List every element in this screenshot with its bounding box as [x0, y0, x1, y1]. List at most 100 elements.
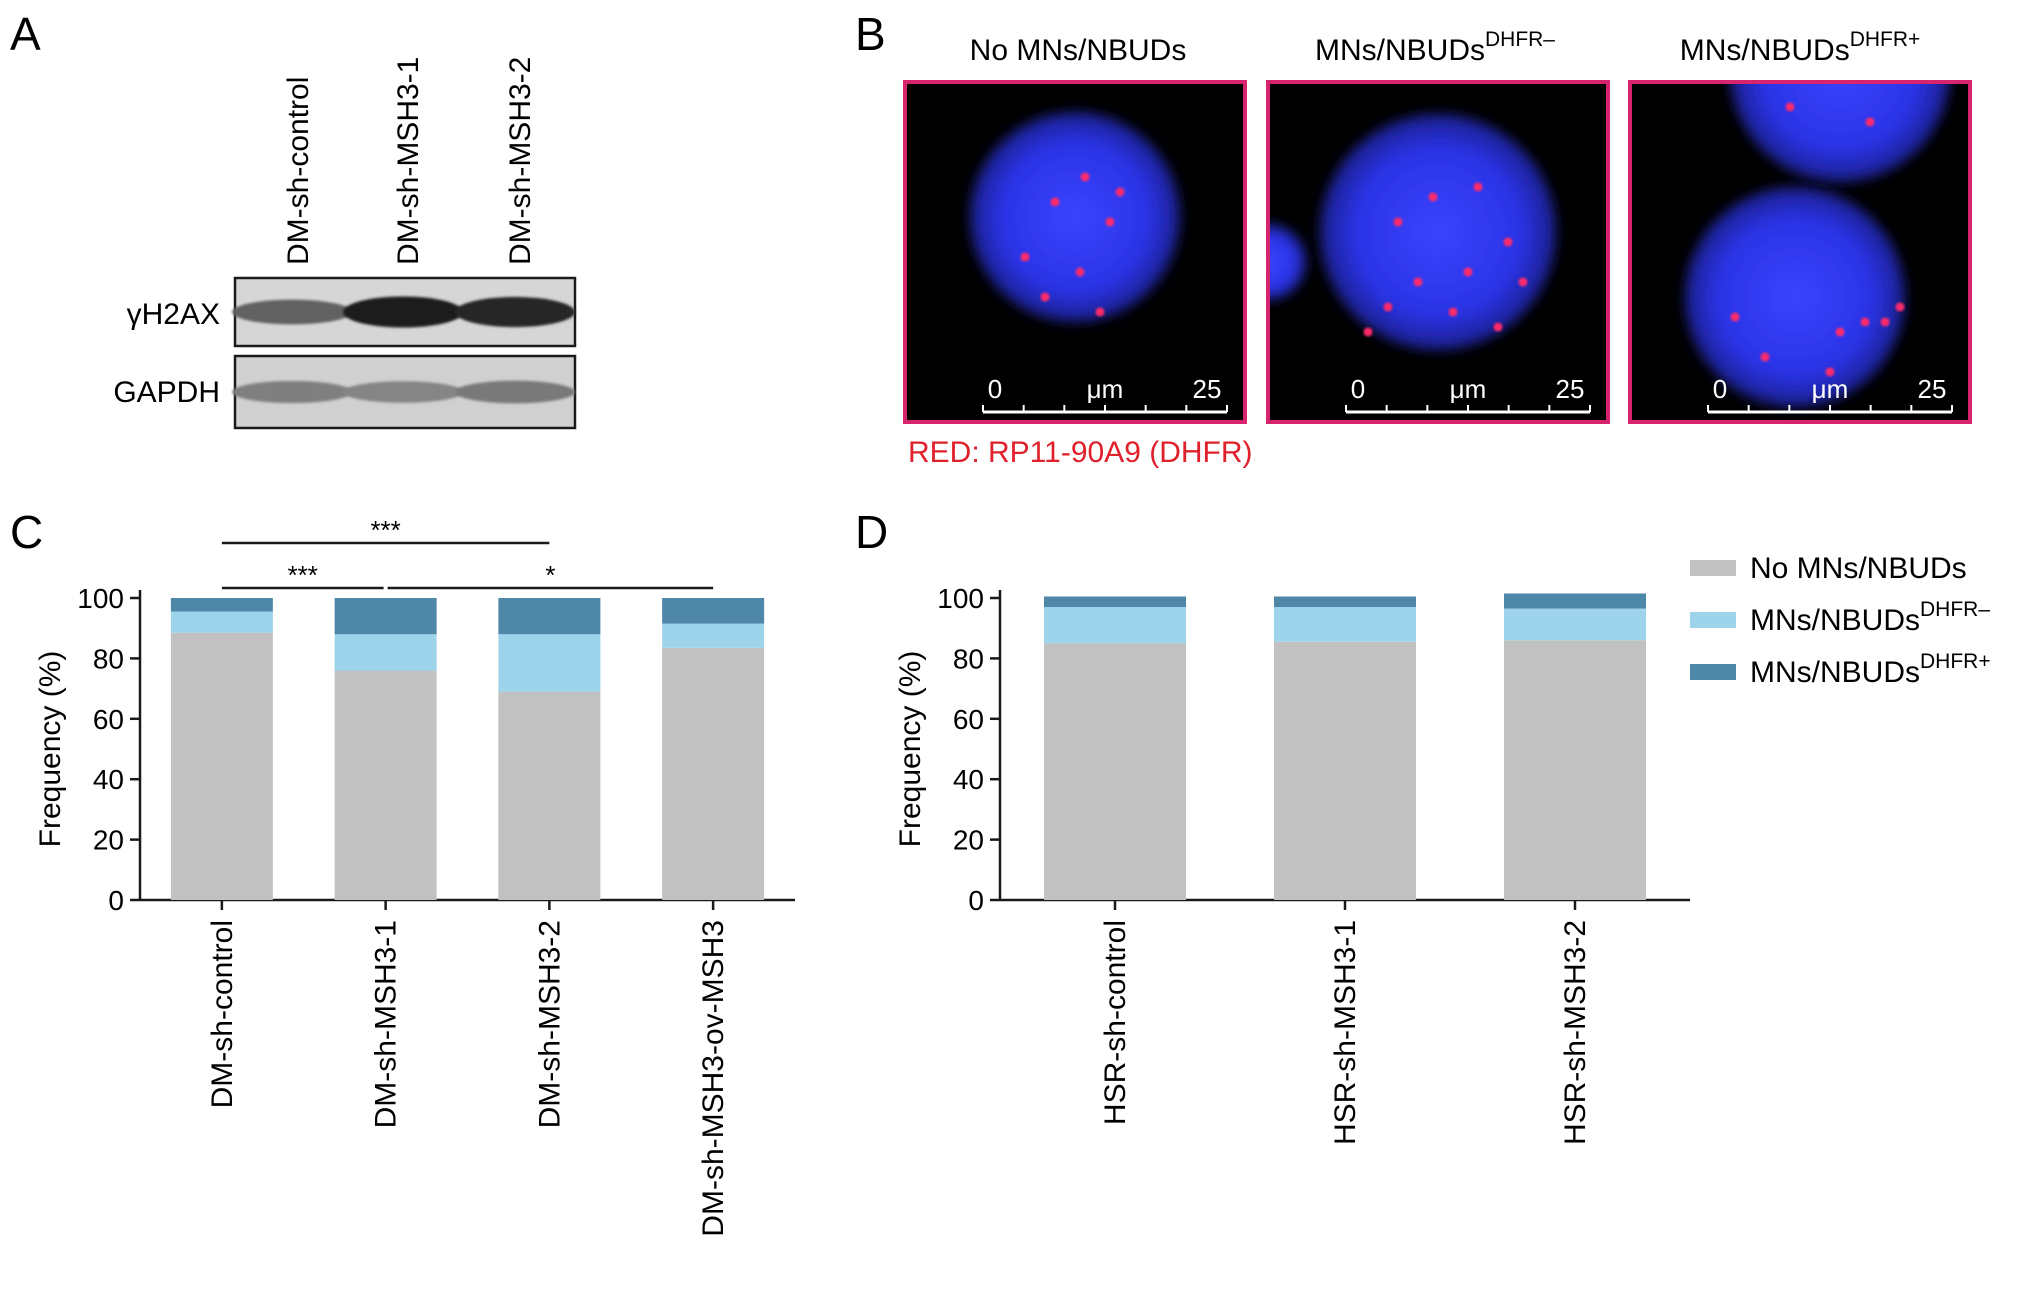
- probe-signal: [1413, 277, 1423, 287]
- chart-c: 0 20 40 60 80 100 Frequency (%) DM-sh-control DM…: [34, 515, 795, 1237]
- bar-segment: [498, 634, 601, 692]
- nucleus: [1685, 187, 1905, 407]
- bar-segment: [1504, 640, 1646, 900]
- blot-bands-gapdh: [232, 380, 575, 404]
- probe-signal: [1825, 367, 1835, 377]
- legend-label: MNs/NBUDsDHFR+: [1750, 650, 1991, 689]
- legend-label-text: MNs/NBUDs: [1750, 656, 1920, 689]
- lane-label: DM-sh-MSH3-1: [392, 57, 425, 265]
- nucleus: [970, 112, 1180, 322]
- bar-segment: [1044, 643, 1186, 900]
- microscopy-panel: No MNs/NBUDs MNs/NBUDsDHFR– MNs/NBUDsDHF…: [903, 28, 1972, 469]
- significance-label: *: [545, 560, 555, 590]
- probe-signal: [1428, 192, 1438, 202]
- legend-label-sup: DHFR–: [1920, 598, 1990, 621]
- y-tick-label: 80: [953, 643, 984, 674]
- blot-band: [232, 380, 352, 404]
- microscopy-image: 0 μm 25: [1266, 80, 1610, 424]
- bar-segment: [498, 691, 601, 900]
- bar-segment: [170, 632, 273, 900]
- x-tick-label: HSR-sh-MSH3-2: [1559, 920, 1592, 1145]
- probe-signal: [1835, 327, 1845, 337]
- nucleus: [1320, 114, 1556, 350]
- scale-label-start: 0: [1713, 374, 1727, 404]
- x-tick-label: DM-sh-MSH3-ov-MSH3: [697, 920, 730, 1237]
- image-frame: [1266, 80, 1610, 424]
- image-content: [970, 112, 1180, 322]
- bar-segment: [170, 598, 273, 612]
- probe-signal: [1050, 197, 1060, 207]
- panel-letter-b: B: [855, 8, 886, 60]
- probe-signal: [1865, 117, 1875, 127]
- bar-segment: [334, 634, 437, 671]
- nucleus: [1730, 82, 1950, 182]
- y-axis-label: Frequency (%): [894, 651, 927, 848]
- significance-label: ***: [288, 560, 318, 590]
- probe-signal: [1363, 327, 1373, 337]
- image-content: [1268, 114, 1556, 350]
- bar-segment: [662, 623, 765, 648]
- y-tick-label: 0: [108, 885, 124, 916]
- probe-signal: [1518, 277, 1528, 287]
- probe-signal: [1393, 217, 1403, 227]
- x-tick-label: DM-sh-control: [206, 920, 239, 1108]
- western-blot-panel: DM-sh-control DM-sh-MSH3-1 DM-sh-MSH3-2 …: [113, 57, 577, 430]
- probe-signal: [1448, 307, 1458, 317]
- image-title: MNs/NBUDsDHFR+: [1680, 28, 1921, 67]
- bar-segment: [170, 611, 273, 633]
- scale-label-end: 25: [1556, 374, 1585, 404]
- probe-signal: [1860, 317, 1870, 327]
- significance-label: ***: [370, 515, 400, 545]
- probe-signal: [1040, 292, 1050, 302]
- y-tick-label: 60: [953, 704, 984, 735]
- probe-signal: [1760, 352, 1770, 362]
- legend-swatch: [1690, 664, 1736, 680]
- image-frame: [903, 80, 1247, 424]
- probe-signal: [1463, 267, 1473, 277]
- legend-label-sup: DHFR+: [1920, 650, 1991, 673]
- image-title: MNs/NBUDsDHFR–: [1315, 28, 1555, 67]
- y-tick-label: 20: [93, 825, 124, 856]
- x-tick-label: DM-sh-MSH3-1: [370, 920, 403, 1128]
- scale-label-unit: μm: [1087, 374, 1124, 404]
- panel-letter-a: A: [10, 8, 41, 60]
- probe-signal: [1383, 302, 1393, 312]
- probe-signal: [1080, 172, 1090, 182]
- probe-signal: [1105, 217, 1115, 227]
- legend-swatch: [1690, 612, 1736, 628]
- x-tick-label: DM-sh-MSH3-2: [533, 920, 566, 1128]
- probe-signal: [1785, 102, 1795, 112]
- legend-label: MNs/NBUDsDHFR–: [1750, 598, 1990, 637]
- image-frame: [1628, 80, 1972, 424]
- scale-label-end: 25: [1918, 374, 1947, 404]
- y-tick-label: 60: [93, 704, 124, 735]
- probe-signal: [1895, 302, 1905, 312]
- bar-segment: [1274, 607, 1416, 642]
- y-axis-label: Frequency (%): [34, 651, 67, 848]
- lane-label: DM-sh-control: [282, 77, 315, 265]
- blot-band: [343, 381, 463, 403]
- bar-segment: [334, 670, 437, 900]
- bar-segment: [334, 598, 437, 635]
- probe-signal: [1095, 307, 1105, 317]
- bar-segment: [1274, 596, 1416, 608]
- probe-signal: [1473, 182, 1483, 192]
- lane-label: DM-sh-MSH3-2: [504, 57, 537, 265]
- blot-band: [455, 380, 575, 404]
- bar-segment: [498, 598, 601, 635]
- chart-d: 0 20 40 60 80 100 Frequency (%) HSR-sh-control H…: [894, 583, 1690, 1145]
- nucleus: [1268, 224, 1306, 300]
- y-tick-label: 40: [93, 764, 124, 795]
- x-tick-label: HSR-sh-control: [1099, 920, 1132, 1125]
- blot-label-gapdh: GAPDH: [113, 376, 220, 409]
- y-tick-label: 20: [953, 825, 984, 856]
- probe-label: RED: RP11-90A9 (DHFR): [908, 436, 1253, 469]
- blot-label-gh2ax: γH2AX: [127, 298, 220, 331]
- probe-signal: [1115, 187, 1125, 197]
- blot-bands-gh2ax: [232, 296, 575, 328]
- microscopy-image: 0 μm 25: [903, 80, 1247, 424]
- legend-swatch: [1690, 560, 1736, 576]
- y-tick-label: 80: [93, 643, 124, 674]
- scale-label-end: 25: [1193, 374, 1222, 404]
